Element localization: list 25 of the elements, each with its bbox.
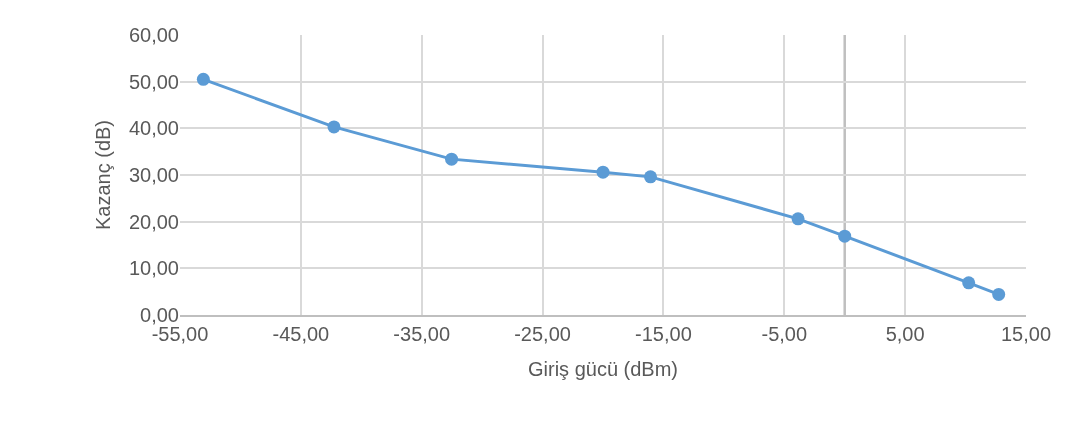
point xyxy=(962,276,976,290)
y-tick-label: 20,00 xyxy=(128,210,179,233)
x-tick-label: -5,00 xyxy=(761,323,808,345)
point xyxy=(644,170,657,184)
y-tick-label: 0,00 xyxy=(140,304,179,326)
y-tick-label: 10,00 xyxy=(128,257,179,280)
point xyxy=(838,229,852,243)
x-tick-label: 5,00 xyxy=(885,323,925,345)
x-tick-label: -45,00 xyxy=(272,323,330,345)
point xyxy=(791,212,805,226)
point xyxy=(196,72,210,86)
point xyxy=(445,152,459,166)
x-tick-label: -25,00 xyxy=(514,323,571,345)
x-tick-label: -35,00 xyxy=(393,323,451,345)
x-tick-label: -15,00 xyxy=(635,323,692,345)
y-tick-label: 40,00 xyxy=(128,117,179,140)
x-tick-label: 15,00 xyxy=(1000,323,1052,345)
y-tick-label: 50,00 xyxy=(128,70,179,93)
y-axis-title: Kazanç (dB) xyxy=(92,119,115,231)
point xyxy=(992,287,1006,301)
point xyxy=(327,120,341,134)
point xyxy=(596,165,610,179)
y-tick-label: 30,00 xyxy=(128,164,179,186)
y-tick-label: 60,00 xyxy=(128,24,179,46)
x-axis-title: Giriş gücü (dBm) xyxy=(527,358,679,380)
